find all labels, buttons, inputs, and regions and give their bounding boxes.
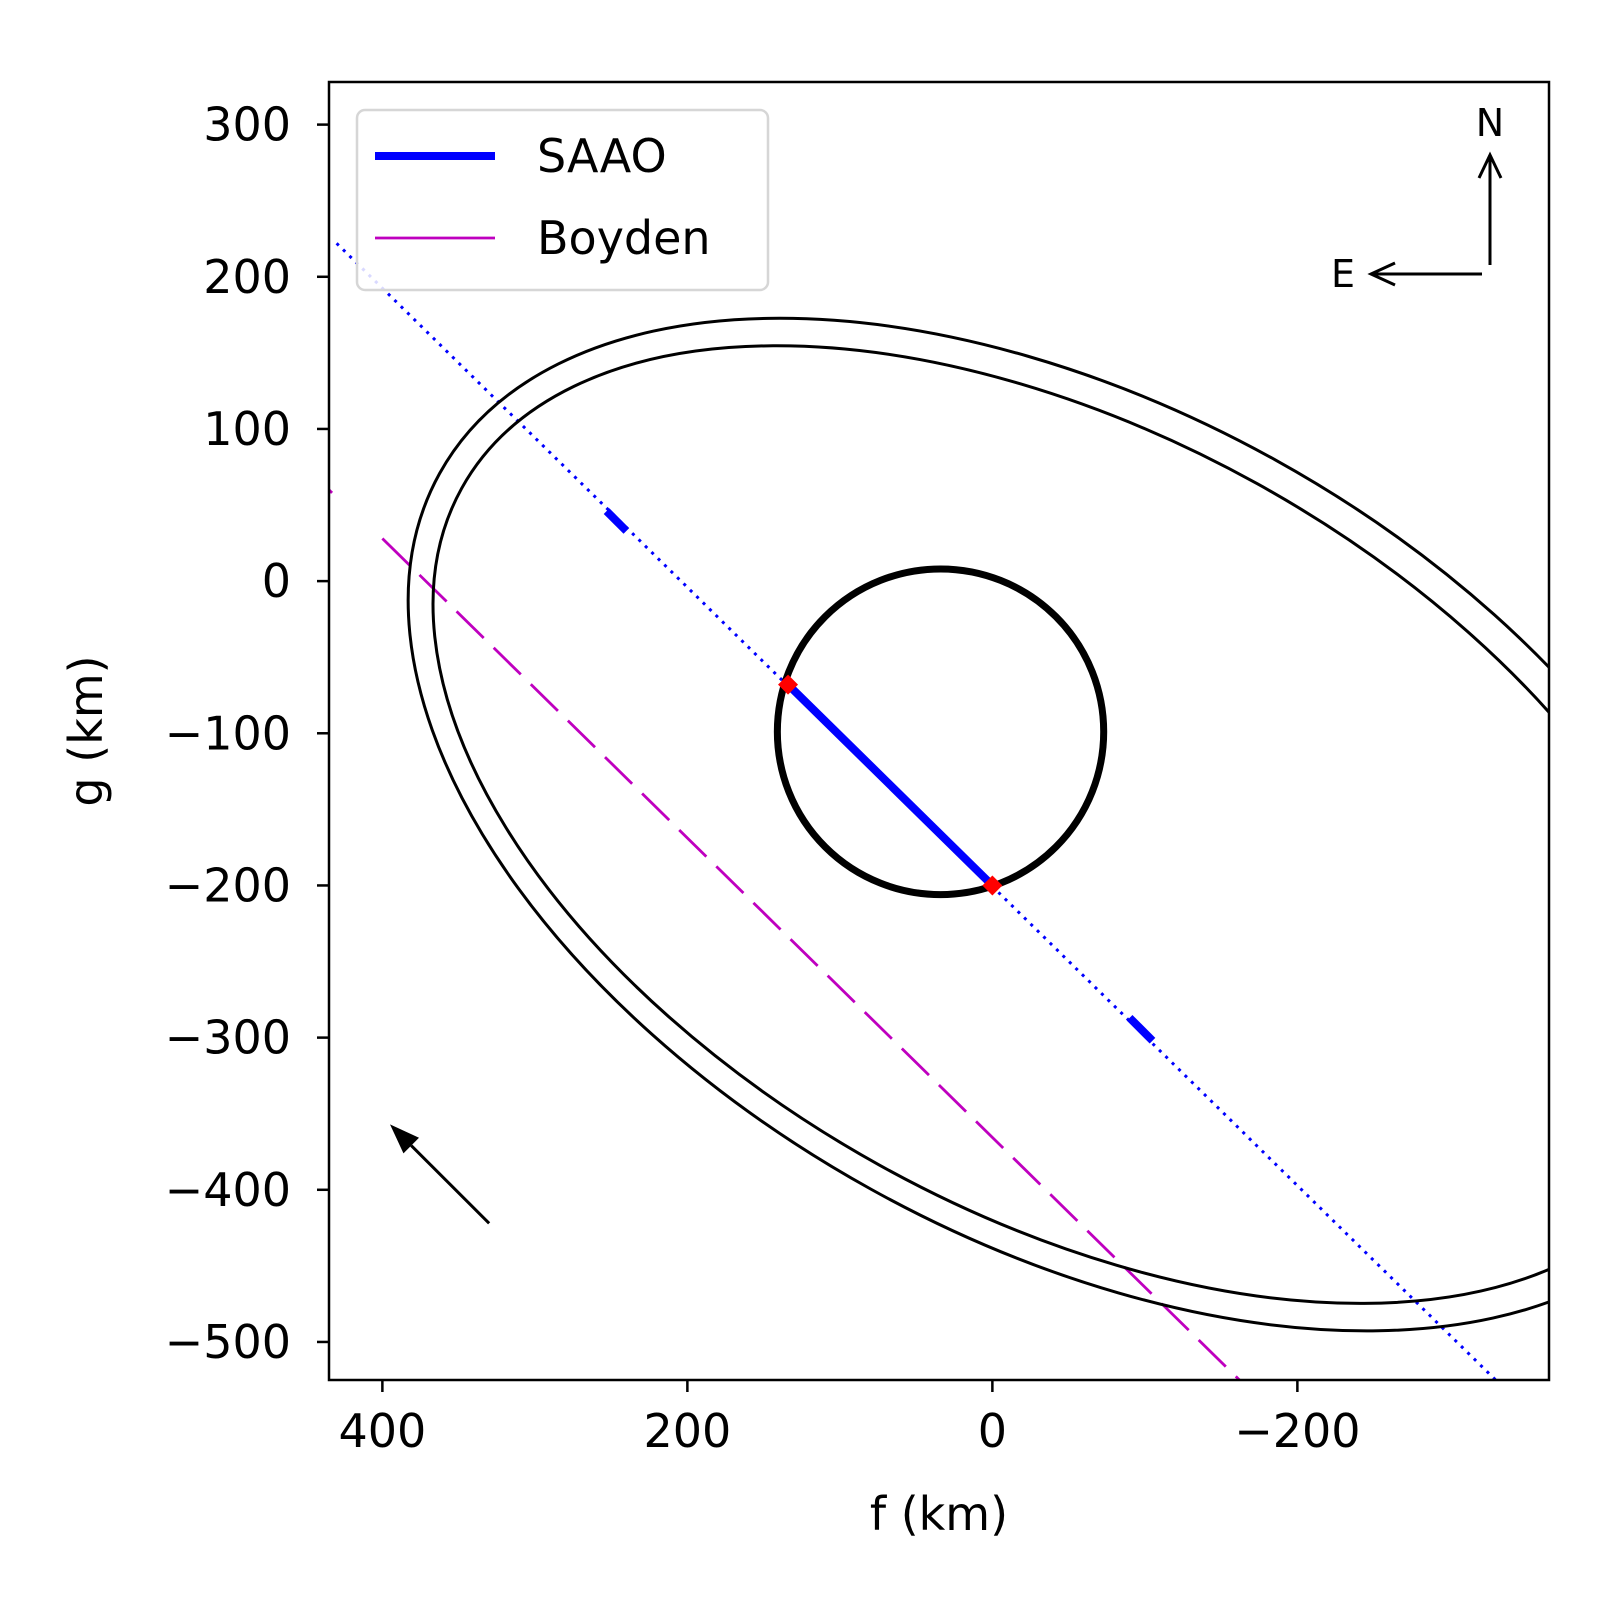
y-axis: 300 200 100 0 −100 −200 −300 −400 −500 <box>165 98 329 1369</box>
compass-north-label: N <box>1476 101 1504 145</box>
x-tick-label: 0 <box>978 1404 1007 1458</box>
plot-frame <box>327 80 1551 1382</box>
y-tick-label: −400 <box>165 1163 291 1217</box>
x-tick-label: 200 <box>643 1404 731 1458</box>
legend: SAAO Boyden <box>355 108 770 292</box>
contact-point-marker-egress <box>982 875 1003 896</box>
y-tick-label: −500 <box>165 1315 291 1369</box>
saao-ring-segment-2 <box>1126 1015 1156 1044</box>
saao-chord <box>785 681 996 889</box>
y-tick-label: 200 <box>203 250 291 304</box>
y-tick-label: −300 <box>165 1011 291 1065</box>
motion-arrow-shaft <box>410 1144 491 1225</box>
compass-north-arrowhead <box>1477 151 1503 179</box>
legend-label-boyden: Boyden <box>537 211 711 265</box>
y-tick-label: −200 <box>165 858 291 912</box>
motion-arrow-head <box>390 1124 420 1154</box>
x-axis: 400 200 0 −200 <box>338 1380 1361 1458</box>
x-tick-label: 400 <box>338 1404 426 1458</box>
saao-ring-segment-1 <box>603 508 630 534</box>
y-tick-label: 0 <box>262 554 291 608</box>
compass-east-arrowhead <box>1367 261 1396 287</box>
y-tick-label: 300 <box>203 98 291 152</box>
plot-area <box>329 242 1549 1380</box>
compass: N E <box>1331 101 1504 296</box>
y-tick-label: 100 <box>203 402 291 456</box>
body-limb-circle <box>773 565 1108 899</box>
x-axis-label: f (km) <box>870 1487 1008 1541</box>
ring-inner <box>431 344 1549 1305</box>
y-axis-label: g (km) <box>59 655 113 806</box>
y-tick-label: −100 <box>165 706 291 760</box>
compass-east-label: E <box>1331 252 1355 296</box>
x-tick-label: −200 <box>1234 1404 1360 1458</box>
legend-label-saao: SAAO <box>537 129 667 183</box>
ring-outer <box>406 316 1549 1333</box>
boyden-track-dashed <box>381 537 1241 1380</box>
contact-point-marker-ingress <box>778 674 799 695</box>
